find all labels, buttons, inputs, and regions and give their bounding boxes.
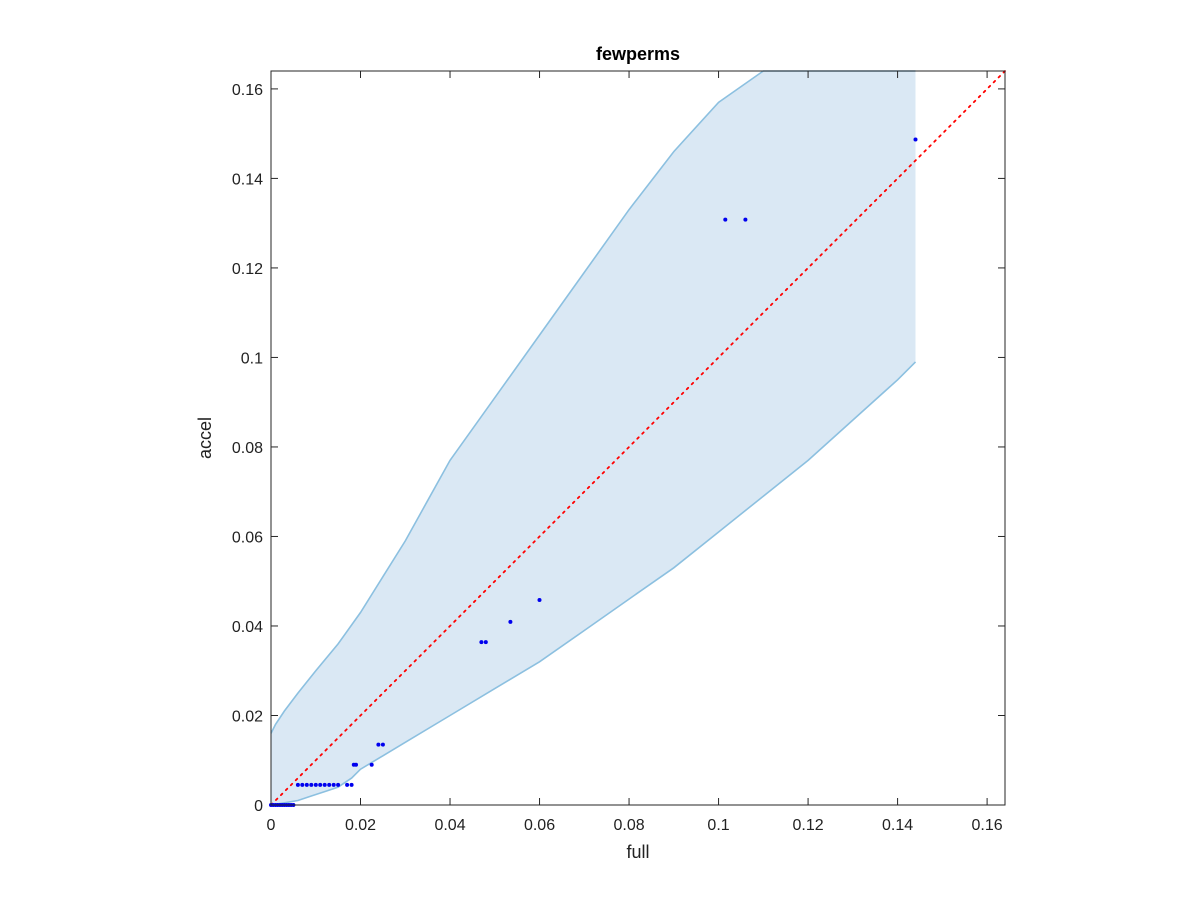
y-tick-label: 0.14 (232, 171, 263, 188)
data-point (313, 782, 318, 787)
data-point (304, 782, 309, 787)
data-point (376, 742, 381, 747)
data-point (369, 762, 374, 767)
data-point (322, 782, 327, 787)
x-tick-label: 0 (267, 817, 276, 834)
y-tick-label: 0.06 (232, 529, 263, 546)
axes: 0 0.02 0.04 0.06 0.08 0.1 0.12 0.14 0.16 0 0.02 0.0… (232, 70, 1006, 834)
x-tick-label: 0.16 (972, 817, 1003, 834)
data-point (483, 640, 488, 645)
y-tick-label: 0.08 (232, 440, 263, 457)
data-point (380, 742, 385, 747)
x-axis-label: full (626, 842, 649, 862)
band-lower-edge (270, 361, 917, 806)
x-tick-label: 0.14 (882, 817, 913, 834)
identity-reference-line (270, 70, 1006, 806)
axes-box (270, 70, 1006, 806)
data-point (300, 782, 305, 787)
y-tick-label: 0 (254, 798, 263, 815)
y-tick-label: 0.1 (241, 350, 263, 367)
data-point (743, 217, 748, 222)
data-point (318, 782, 323, 787)
confidence-band (270, 70, 917, 806)
y-axis-label: accel (195, 417, 215, 459)
data-point (508, 619, 513, 624)
data-point (295, 782, 300, 787)
reference-line (270, 70, 1006, 806)
data-point (345, 782, 350, 787)
x-tick-label: 0.02 (345, 817, 376, 834)
y-tick-label: 0.02 (232, 708, 263, 725)
band-fill (271, 71, 916, 805)
x-tick-label: 0.1 (707, 817, 729, 834)
data-point (479, 640, 484, 645)
x-tick-label: 0.06 (524, 817, 555, 834)
data-point (336, 782, 341, 787)
data-point (723, 217, 728, 222)
x-tick-label: 0.12 (793, 817, 824, 834)
data-point (349, 782, 354, 787)
data-point (309, 782, 314, 787)
data-point (537, 598, 542, 602)
y-tick-label: 0.04 (232, 619, 263, 636)
data-point (327, 782, 332, 787)
data-point (913, 137, 918, 142)
data-point (354, 762, 358, 767)
data-point (331, 782, 336, 787)
x-tick-label: 0.04 (434, 817, 465, 834)
band-upper-edge (270, 70, 916, 734)
y-tick-label: 0.16 (232, 82, 263, 99)
x-tick-label: 0.08 (613, 817, 644, 834)
chart-title: fewperms (596, 44, 680, 64)
y-tick-label: 0.12 (232, 261, 263, 278)
